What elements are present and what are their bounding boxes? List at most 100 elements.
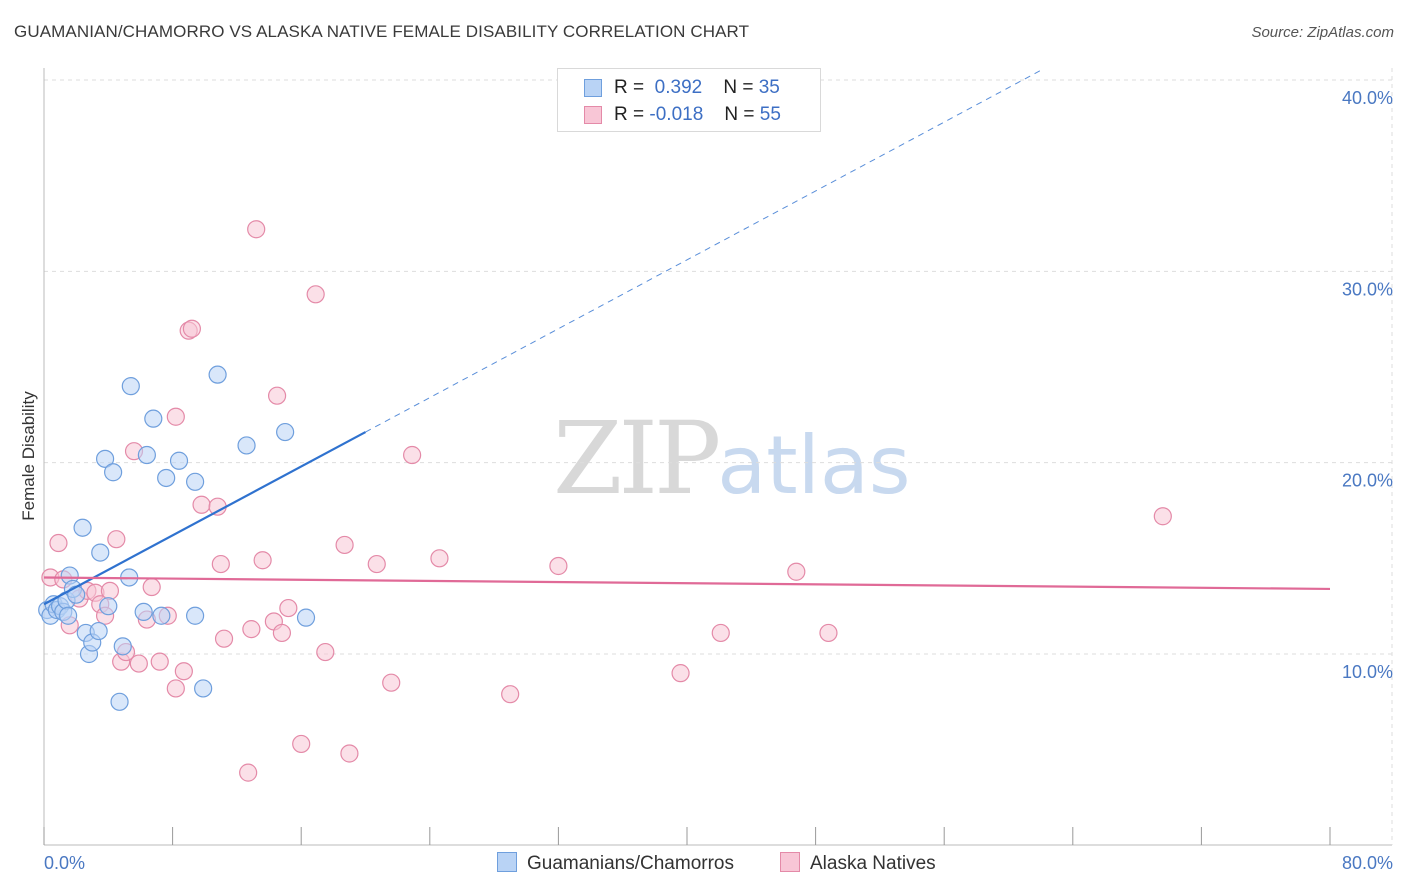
data-point: [237, 436, 256, 455]
r-label: R =: [614, 104, 645, 125]
grid-lines: [44, 79, 1392, 655]
n-label: N =: [724, 104, 755, 125]
x-tick-label: 0.0%: [44, 853, 85, 873]
y-tick-label: 40.0%: [1342, 88, 1393, 108]
data-point: [95, 449, 115, 468]
data-point: [267, 386, 287, 405]
blue-swatch: [497, 852, 517, 872]
data-point: [279, 598, 298, 618]
data-point: [137, 445, 156, 465]
watermark-atlas: atlas: [717, 419, 911, 512]
data-point: [166, 679, 185, 698]
pink-swatch: [780, 852, 800, 872]
data-point: [276, 422, 295, 442]
data-point: [152, 606, 171, 625]
data-point: [819, 623, 838, 643]
y-tick-label: 30.0%: [1342, 279, 1393, 299]
source-label: Source: ZipAtlas.com: [1251, 24, 1394, 41]
legend-label: Guamanians/Chamorros: [527, 853, 734, 874]
data-point: [186, 472, 205, 491]
watermark: ZIPatlas: [553, 400, 911, 517]
data-point: [182, 319, 201, 338]
data-point: [211, 554, 230, 574]
data-point: [711, 623, 730, 643]
alaska-natives-trend-line: [43, 576, 1331, 591]
data-point: [316, 642, 335, 662]
r-value: -0.018: [649, 104, 704, 125]
data-point: [49, 533, 68, 553]
pink-swatch: [584, 106, 602, 124]
data-point: [787, 562, 806, 581]
data-point: [335, 535, 354, 555]
data-point: [549, 556, 568, 576]
trend-lines: [43, 69, 1331, 606]
n-value: 55: [759, 104, 781, 125]
x-tick-label: 80.0%: [1342, 853, 1393, 873]
chart-title: GUAMANIAN/CHAMORRO VS ALASKA NATIVE FEMA…: [14, 22, 750, 41]
data-point: [104, 463, 123, 482]
data-point: [253, 551, 272, 570]
data-point: [501, 685, 520, 704]
data-point: [99, 597, 118, 616]
legend-text-alaska: R = -0.018 N = 55: [614, 104, 781, 126]
data-point: [296, 608, 316, 627]
data-point: [367, 554, 386, 574]
data-point: [403, 445, 422, 465]
bottom-legend-alaska: Alaska Natives: [780, 852, 936, 875]
data-point: [242, 620, 261, 639]
guamanians-trend-extension: [365, 69, 1041, 433]
axes: [43, 68, 1393, 846]
stats-legend: R = 0.392 N = 35 R = -0.018 N = 55: [557, 68, 821, 132]
data-point: [1153, 507, 1172, 526]
data-point: [107, 530, 126, 549]
data-point: [67, 585, 86, 604]
data-point: [306, 285, 325, 304]
y-axis-title: Female Disability: [19, 391, 38, 521]
y-tick-label: 10.0%: [1342, 662, 1393, 682]
blue-swatch: [584, 79, 602, 97]
data-point: [134, 602, 153, 622]
alaska-natives-points: [41, 220, 1172, 782]
data-point: [208, 365, 227, 384]
data-point: [157, 468, 176, 488]
data-point: [430, 549, 449, 568]
data-point: [113, 637, 132, 656]
r-label: R =: [614, 77, 645, 98]
n-label: N =: [723, 77, 754, 98]
data-point: [59, 606, 78, 625]
data-point: [272, 623, 292, 643]
r-value: 0.392: [654, 77, 703, 98]
data-point: [192, 495, 211, 514]
tick-labels: 10.0% 20.0% 30.0% 40.0% 0.0% 80.0% Female Disa…: [19, 88, 1393, 873]
data-point: [208, 497, 227, 516]
watermark-zip: ZIP: [553, 400, 721, 517]
data-point: [144, 409, 163, 428]
guamanians-trend-line: [43, 431, 367, 606]
data-point: [186, 606, 205, 625]
bottom-legend-guamanians: Guamanians/Chamorros: [497, 852, 734, 875]
data-point: [247, 220, 266, 239]
data-point: [382, 673, 401, 692]
data-point: [91, 543, 110, 562]
data-point: [214, 629, 234, 648]
data-point: [671, 664, 690, 683]
data-point: [292, 734, 311, 754]
data-point: [340, 744, 359, 763]
data-point: [121, 377, 140, 396]
data-point: [169, 451, 189, 470]
data-point: [174, 662, 193, 681]
n-value: 35: [758, 77, 780, 98]
legend-label: Alaska Natives: [810, 853, 936, 874]
data-point: [89, 621, 108, 641]
data-point: [100, 581, 120, 600]
data-point: [239, 763, 258, 782]
data-point: [166, 407, 185, 426]
data-point: [142, 577, 161, 597]
data-point: [194, 679, 213, 698]
data-point: [73, 518, 92, 537]
data-point: [129, 654, 148, 673]
data-point: [110, 692, 129, 711]
data-point: [150, 652, 169, 671]
legend-text-guamanians: R = 0.392 N = 35: [614, 77, 780, 99]
